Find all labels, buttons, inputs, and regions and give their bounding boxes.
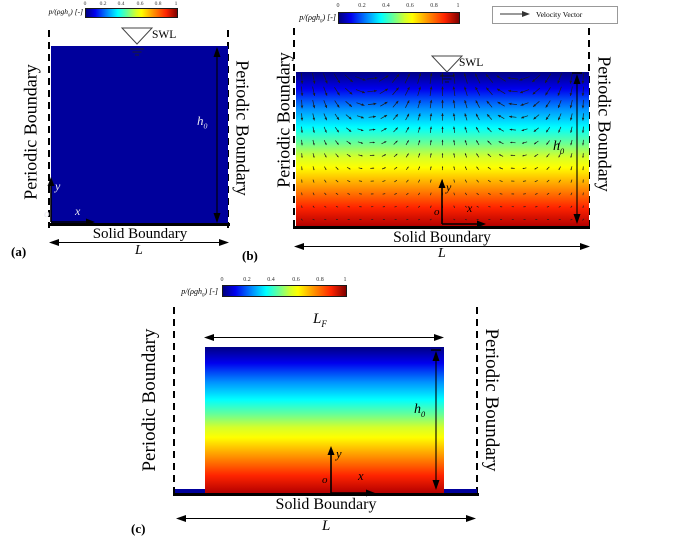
periodic-boundary-line-right-c — [476, 307, 478, 493]
velocity-arrow-icon — [500, 11, 530, 17]
fluid-column-c — [205, 347, 444, 493]
colorbar-tick: 0.4 — [382, 3, 390, 9]
depth-label-c: h0 — [414, 402, 426, 419]
length-dimension-b — [294, 243, 590, 250]
swl-marker-a — [120, 27, 154, 56]
periodic-boundary-label-right-b: Periodic Boundary — [594, 56, 615, 192]
colorbar-tick: 0.2 — [358, 3, 366, 9]
axis-y-label-a: y — [55, 179, 61, 193]
panel-label-b: (b) — [242, 248, 258, 263]
colorbar-tick: 0.8 — [154, 1, 162, 7]
velocity-vector-legend-label: Velocity Vector — [536, 10, 583, 19]
colorbar-tick: 0.8 — [316, 277, 324, 283]
fluid-strip-left-c — [175, 489, 205, 493]
panel-c: p/(ρgh0) [-] 0 0.2 0.4 0.6 0.8 1 Periodi… — [0, 262, 679, 543]
colorbar-tick: 0.4 — [117, 1, 125, 7]
periodic-boundary-label-left-c: Periodic Boundary — [139, 328, 160, 472]
colorbar-tick: 0.4 — [267, 277, 275, 283]
origin-axes-c — [327, 446, 375, 497]
axis-x-label-c: x — [358, 469, 364, 483]
swl-label-a: SWL — [152, 29, 177, 41]
colorbar-tick: 0 — [220, 277, 224, 283]
solid-boundary-label-a: Solid Boundary — [92, 226, 188, 242]
solid-boundary-label-b: Solid Boundary — [393, 229, 491, 246]
depth-dimension-b — [572, 72, 582, 224]
length-dimension-c — [176, 515, 476, 522]
colorbar-tick: 0.2 — [99, 1, 107, 7]
panel-a: p/(ρgh0) [-] 0 0.2 0.4 0.6 0.8 1 Periodi… — [0, 0, 260, 262]
fluid-strip-right-c — [444, 489, 477, 493]
pressure-colorbar-a — [85, 8, 178, 18]
origin-label-b: o — [434, 206, 440, 218]
periodic-boundary-line-right-a — [227, 30, 229, 228]
colorbar-tick: 0.6 — [406, 3, 414, 9]
origin-label-a: o — [44, 208, 50, 220]
origin-axes-a — [47, 177, 95, 226]
panel-b: p/(ρgh0) [-] 0 0.2 0.4 0.6 0.8 1 Velocit… — [0, 0, 679, 263]
filament-length-dimension-c — [204, 334, 444, 341]
axis-y-label-b: y — [446, 180, 452, 194]
pressure-colorbar-label-a: p/(ρgh0) [-] — [48, 7, 83, 18]
length-label-a: L — [135, 243, 143, 258]
periodic-boundary-line-left-c — [173, 307, 175, 493]
pressure-colorbar-c — [222, 285, 347, 297]
pressure-colorbar-b — [338, 12, 460, 24]
colorbar-tick: 0.8 — [430, 3, 438, 9]
colorbar-tick: 0.6 — [136, 1, 144, 7]
colorbar-tick: 0.2 — [243, 277, 251, 283]
depth-dimension-c — [431, 349, 441, 490]
axis-x-label-b: x — [467, 201, 473, 215]
periodic-boundary-line-left-a — [48, 30, 50, 228]
velocity-vector-legend — [492, 6, 618, 24]
axis-y-label-c: y — [336, 447, 342, 461]
depth-label-b: h0 — [553, 139, 565, 156]
origin-label-c: o — [322, 474, 328, 486]
solid-boundary-label-c: Solid Boundary — [275, 496, 377, 513]
axis-x-label-a: x — [75, 204, 81, 218]
velocity-field-b — [300, 72, 585, 221]
periodic-boundary-line-left-b — [293, 28, 295, 230]
colorbar-tick: 0 — [336, 3, 340, 9]
colorbar-tick: 0.6 — [292, 277, 300, 283]
solid-boundary-line-c — [173, 493, 479, 496]
colorbar-tick: 1 — [456, 3, 460, 9]
length-label-b: L — [438, 246, 446, 261]
water-body-a — [51, 46, 228, 223]
filament-length-label-c: LF — [313, 311, 327, 329]
swl-marker-b — [430, 55, 464, 83]
periodic-boundary-label-left-b: Periodic Boundary — [273, 52, 294, 188]
solid-boundary-line-b — [293, 226, 590, 229]
colorbar-tick: 1 — [174, 1, 178, 7]
periodic-boundary-label-right-c: Periodic Boundary — [481, 328, 502, 472]
pressure-colorbar-label-c: p/(ρgh0) [-] — [181, 287, 218, 299]
panel-label-a: (a) — [11, 244, 27, 259]
origin-axes-b — [438, 179, 486, 228]
solid-boundary-line-a — [48, 223, 230, 226]
length-label-c: L — [322, 518, 331, 534]
colorbar-tick: 0 — [83, 1, 87, 7]
depth-dimension-a — [213, 47, 221, 223]
panel-label-c: (c) — [131, 521, 146, 536]
depth-label-a: h0 — [197, 113, 208, 131]
pressure-colorbar-label-b: p/(ρgh0) [-] — [299, 13, 336, 25]
periodic-boundary-line-right-b — [588, 28, 590, 230]
length-dimension-a — [49, 239, 229, 246]
colorbar-tick: 1 — [343, 277, 347, 283]
swl-label-b: SWL — [459, 57, 484, 69]
